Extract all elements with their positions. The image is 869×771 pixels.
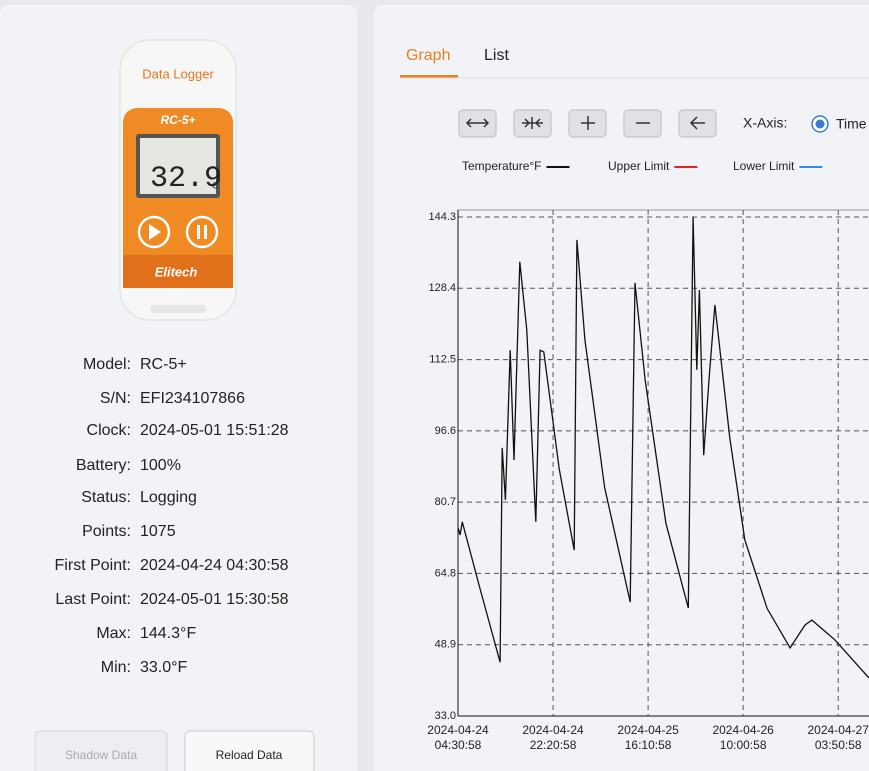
device-image xyxy=(119,39,237,321)
info-label: Battery: xyxy=(76,457,131,474)
legend-label: Temperature°F xyxy=(462,159,542,173)
x-tick-label: 2024-04-24 22:20:58 xyxy=(522,723,584,752)
x-tick-label: 2024-04-27 03:50:58 xyxy=(808,723,869,752)
reload-data-button[interactable] xyxy=(184,730,315,771)
info-label: S/N: xyxy=(100,390,131,407)
device-label: Data Logger xyxy=(142,66,214,81)
radio-label: Time xyxy=(836,116,867,132)
toolbar xyxy=(458,109,717,138)
tab-list[interactable]: List xyxy=(484,47,509,64)
left-panel xyxy=(0,5,357,771)
info-value: 100% xyxy=(140,457,181,474)
legend-label: Upper Limit xyxy=(608,159,670,173)
y-tick-label: 112.5 xyxy=(429,353,456,365)
tab-graph[interactable]: Graph xyxy=(406,47,450,64)
x-tick-label: 2024-04-24 04:30:58 xyxy=(427,723,489,752)
y-tick-label: 33.0 xyxy=(435,710,456,722)
y-tick-label: 96.6 xyxy=(435,425,456,437)
device-display: 32.9 xyxy=(150,162,222,196)
info-label: Model: xyxy=(83,356,131,373)
tab-underline xyxy=(400,75,458,78)
info-value: 144.3°F xyxy=(140,625,196,642)
chart: Temperature°F Upper Limit Lower Limit 33.0 4… xyxy=(427,159,869,752)
y-tick-label: 64.8 xyxy=(435,567,456,579)
x-tick-label: 2024-04-26 10:00:58 xyxy=(712,723,774,752)
xaxis-label: X-Axis: xyxy=(743,115,787,131)
info-label: Clock: xyxy=(87,422,131,439)
y-tick-label: 80.7 xyxy=(435,496,456,508)
info-value: Logging xyxy=(140,489,197,506)
info-value: 33.0°F xyxy=(140,659,188,676)
y-tick-label: 48.9 xyxy=(435,639,456,651)
x-tick-label: 2024-04-25 16:10:58 xyxy=(617,723,679,752)
info-label: Status: xyxy=(81,489,131,506)
y-tick-label: 128.4 xyxy=(428,282,456,294)
info-value: 2024-04-24 04:30:58 xyxy=(140,557,289,574)
shadow-data-button[interactable] xyxy=(34,730,168,771)
device-model: RC-5+ xyxy=(160,113,195,127)
info-label: Last Point: xyxy=(55,591,131,608)
series-line xyxy=(457,216,869,679)
info-value: 1075 xyxy=(140,523,176,540)
info-value: 2024-05-01 15:51:28 xyxy=(140,422,289,439)
button-label: Reload Data xyxy=(216,748,283,762)
info-label: Max: xyxy=(96,625,131,642)
y-tick-label: 144.3 xyxy=(428,211,456,223)
button-label: Shadow Data xyxy=(65,748,137,762)
device-unit: C xyxy=(212,180,219,190)
info-value: EFI234107866 xyxy=(140,390,245,407)
info-value: 2024-05-01 15:30:58 xyxy=(140,591,289,608)
device-brand: Elitech xyxy=(155,264,198,279)
info-label: Points: xyxy=(82,523,131,540)
legend-label: Lower Limit xyxy=(733,159,795,173)
info-label: First Point: xyxy=(55,557,131,574)
info-label: Min: xyxy=(101,659,131,676)
radio-dot xyxy=(815,119,825,129)
info-value: RC-5+ xyxy=(140,356,187,373)
